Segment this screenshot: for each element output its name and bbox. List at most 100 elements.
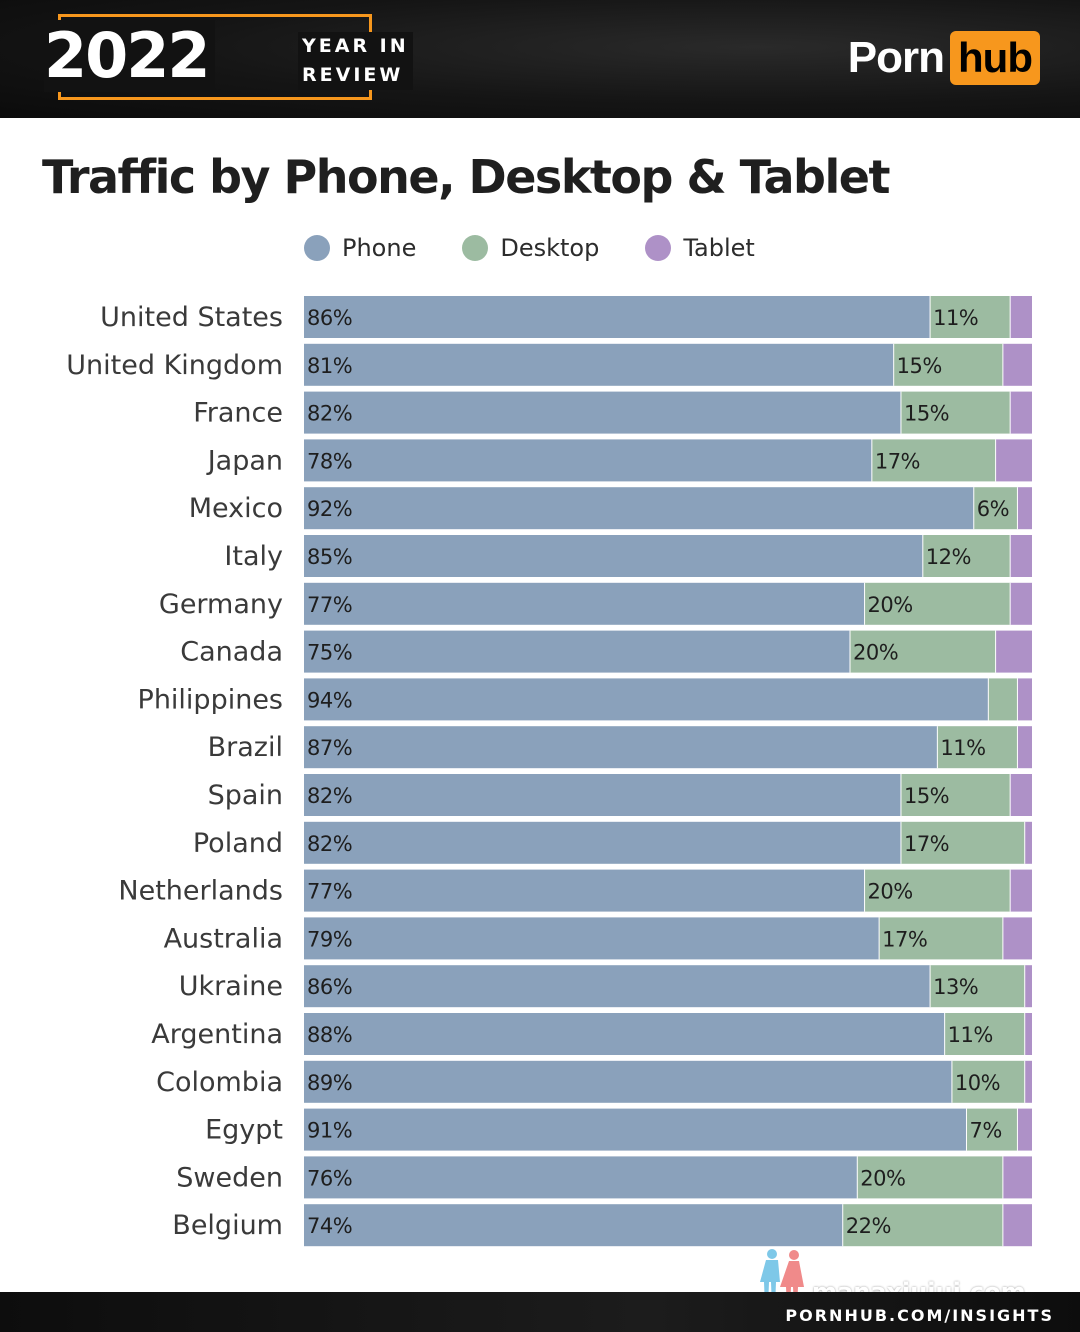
category-label-italy: Italy: [224, 541, 283, 572]
category-label-poland: Poland: [193, 828, 283, 859]
bar-desktop-colombia: [951, 1060, 1025, 1103]
category-label-mexico: Mexico: [189, 493, 283, 524]
category-label-japan: Japan: [206, 445, 283, 476]
data-label-phone-argentina: 88%: [307, 1023, 352, 1047]
category-label-united-states: United States: [100, 302, 283, 333]
bar-tablet-argentina: [1024, 1013, 1032, 1055]
category-label-netherlands: Netherlands: [118, 876, 283, 907]
data-label-desktop-united-kingdom: 15%: [897, 354, 942, 378]
bar-phone-netherlands: [304, 869, 865, 912]
category-label-colombia: Colombia: [156, 1067, 283, 1098]
data-label-desktop-canada: 20%: [853, 641, 898, 665]
bar-row-germany: Germany 77% 20%: [159, 582, 1032, 625]
bar-row-colombia: Colombia 89% 10%: [156, 1060, 1032, 1103]
legend-label-phone: Phone: [342, 234, 417, 262]
data-label-desktop-netherlands: 20%: [868, 880, 913, 904]
year-in-review-line2: REVIEW: [302, 64, 404, 86]
bar-phone-egypt: [304, 1108, 967, 1151]
category-label-spain: Spain: [208, 780, 283, 811]
brand-logo: Porn hub: [848, 30, 1040, 86]
bar-phone-canada: [304, 630, 850, 673]
bar-desktop-germany: [864, 582, 1011, 625]
data-label-phone-canada: 75%: [307, 641, 352, 665]
bar-tablet-philippines: [1017, 678, 1032, 721]
data-label-phone-colombia: 89%: [307, 1071, 352, 1095]
data-label-phone-germany: 77%: [307, 593, 352, 617]
data-label-phone-netherlands: 77%: [307, 880, 352, 904]
legend-swatch-desktop: [462, 235, 489, 261]
bar-tablet-poland: [1024, 821, 1032, 864]
bar-phone-philippines: [304, 678, 989, 721]
bar-phone-mexico: [304, 487, 974, 530]
bar-row-sweden: Sweden 76% 20%: [176, 1156, 1032, 1199]
category-label-ukraine: Ukraine: [179, 971, 283, 1002]
data-label-desktop-italy: 12%: [926, 545, 971, 569]
bar-tablet-brazil: [1017, 726, 1032, 769]
bar-row-belgium: Belgium 74% 22%: [172, 1204, 1032, 1247]
data-label-phone-france: 82%: [307, 402, 352, 426]
bar-row-egypt: Egypt 91% 7%: [205, 1108, 1032, 1151]
bar-tablet-italy: [1010, 535, 1032, 577]
category-label-philippines: Philippines: [138, 684, 283, 715]
bar-row-canada: Canada 75% 20%: [180, 630, 1032, 673]
data-label-desktop-ukraine: 13%: [933, 975, 978, 999]
data-label-phone-sweden: 76%: [307, 1166, 352, 1190]
bar-phone-germany: [304, 582, 865, 625]
bar-phone-belgium: [304, 1204, 843, 1247]
bar-row-united-states: United States 86% 11%: [100, 296, 1032, 338]
data-label-desktop-mexico: 6%: [977, 497, 1009, 521]
bar-desktop-netherlands: [864, 869, 1011, 912]
data-label-phone-philippines: 94%: [307, 688, 352, 712]
data-label-desktop-brazil: 11%: [940, 736, 985, 760]
category-label-germany: Germany: [159, 589, 283, 620]
category-label-belgium: Belgium: [172, 1210, 283, 1241]
legend-item-desktop: Desktop: [462, 234, 599, 262]
data-label-phone-united-kingdom: 81%: [307, 354, 352, 378]
category-label-united-kingdom: United Kingdom: [66, 350, 283, 381]
bar-tablet-united-states: [1010, 296, 1032, 338]
legend-swatch-tablet: [645, 235, 672, 261]
data-label-desktop-spain: 15%: [904, 784, 949, 808]
bar-row-australia: Australia 79% 17%: [164, 917, 1032, 960]
category-label-argentina: Argentina: [151, 1019, 283, 1050]
data-label-phone-brazil: 87%: [307, 736, 352, 760]
footer-url: PORNHUB.COM/INSIGHTS: [785, 1306, 1054, 1325]
bar-phone-spain: [304, 774, 901, 816]
data-label-desktop-egypt: 7%: [969, 1119, 1001, 1143]
bar-tablet-canada: [995, 630, 1032, 673]
bar-row-philippines: Philippines 94%: [138, 678, 1032, 721]
bar-tablet-colombia: [1024, 1060, 1032, 1103]
legend-label-tablet: Tablet: [683, 234, 755, 262]
data-label-phone-ukraine: 86%: [307, 975, 352, 999]
bar-row-japan: Japan 78% 17%: [206, 439, 1032, 482]
bar-row-united-kingdom: United Kingdom 81% 15%: [66, 343, 1032, 386]
bar-tablet-netherlands: [1010, 869, 1032, 912]
bar-phone-italy: [304, 535, 923, 577]
bar-phone-united-states: [304, 296, 931, 338]
bar-desktop-united-kingdom: [893, 343, 1003, 386]
data-label-desktop-australia: 17%: [882, 927, 927, 951]
category-label-canada: Canada: [180, 637, 283, 668]
data-label-desktop-united-states: 11%: [933, 306, 978, 330]
bar-phone-poland: [304, 821, 901, 864]
bar-phone-sweden: [304, 1156, 858, 1199]
data-label-phone-italy: 85%: [307, 545, 352, 569]
bar-phone-argentina: [304, 1013, 945, 1055]
bar-phone-colombia: [304, 1060, 952, 1103]
bar-tablet-united-kingdom: [1002, 343, 1032, 386]
legend-item-phone: Phone: [304, 234, 416, 262]
data-label-desktop-belgium: 22%: [846, 1214, 891, 1238]
bar-row-italy: Italy 85% 12%: [224, 535, 1032, 577]
data-label-phone-japan: 78%: [307, 449, 352, 473]
data-label-desktop-sweden: 20%: [860, 1166, 905, 1190]
bar-phone-australia: [304, 917, 880, 960]
bar-row-brazil: Brazil 87% 11%: [208, 726, 1032, 769]
data-label-desktop-japan: 17%: [875, 449, 920, 473]
data-label-desktop-france: 15%: [904, 402, 949, 426]
bar-tablet-ukraine: [1024, 965, 1032, 1008]
category-label-egypt: Egypt: [205, 1115, 283, 1146]
bar-desktop-belgium: [842, 1204, 1003, 1247]
chart-legend: Phone Desktop Tablet: [304, 230, 801, 266]
year-in-review-label: YEAR IN REVIEW: [298, 32, 413, 90]
